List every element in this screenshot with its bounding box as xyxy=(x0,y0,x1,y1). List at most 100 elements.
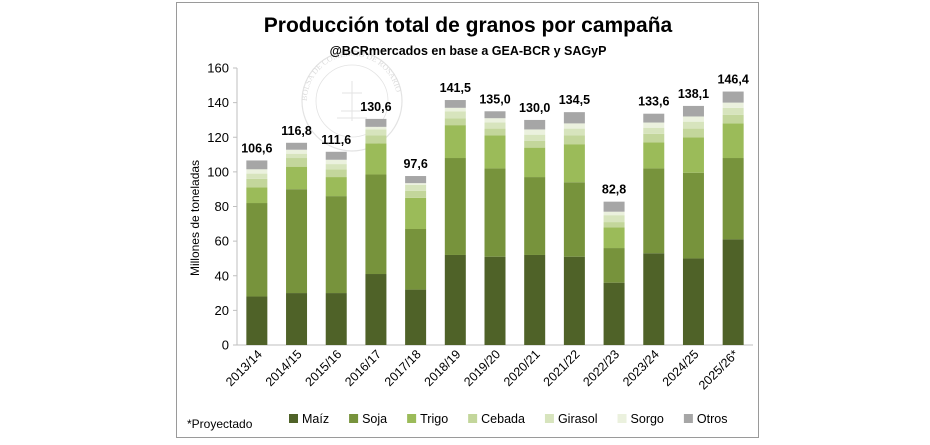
bar-segment-sorgo xyxy=(682,116,704,122)
x-tick-label: 2021/22 xyxy=(541,347,583,389)
bar-segment-soja xyxy=(524,177,546,255)
x-tick-label: 2016/17 xyxy=(342,347,384,389)
bar-segment-cebada xyxy=(563,135,585,145)
bar-segment-soja xyxy=(484,168,506,257)
legend-label: Trigo xyxy=(420,412,448,426)
legend-label: Soja xyxy=(362,412,387,426)
total-label: 97,6 xyxy=(403,157,427,171)
bar-segment-sorgo xyxy=(722,102,744,108)
bar-segment-girasol xyxy=(246,173,268,179)
bar-segment-trigo xyxy=(722,123,744,159)
bar-segment-trigo xyxy=(563,144,585,183)
y-tick-label: 0 xyxy=(222,338,229,353)
bar-segment-cebada xyxy=(405,190,427,198)
bar-segment-soja xyxy=(286,189,308,294)
total-label: 141,5 xyxy=(440,81,471,95)
bar-segment-soja xyxy=(365,174,387,275)
bar-segment-sorgo xyxy=(325,159,347,165)
y-axis-label: Millones de toneladas xyxy=(188,160,202,276)
bar-segment-otros xyxy=(444,100,466,108)
y-tick-label: 140 xyxy=(207,95,229,110)
bar-segment-sorgo xyxy=(405,183,427,185)
bar-segment-cebada xyxy=(603,222,625,228)
bar-segment-girasol xyxy=(325,164,347,170)
legend-label: Girasol xyxy=(558,412,598,426)
bar-segment-girasol xyxy=(682,121,704,129)
bar-segment-sorgo xyxy=(603,211,625,216)
legend-swatch xyxy=(617,414,627,423)
total-label: 111,6 xyxy=(321,133,351,147)
x-tick-label: 2017/18 xyxy=(382,347,424,389)
bar-segment-girasol xyxy=(444,111,466,119)
total-label: 130,6 xyxy=(360,100,391,114)
total-labels-group: 106,6 116,8 111,6 130,6 97,6 141,5 135,0 130,0 1… xyxy=(241,73,749,197)
bar-segment-trigo xyxy=(484,135,506,169)
bar-segment-cebada xyxy=(286,158,308,167)
bar-segment-trigo xyxy=(286,166,308,190)
bars-group xyxy=(246,91,744,345)
x-tick-label: 2013/14 xyxy=(223,347,265,389)
bar-segment-maz xyxy=(246,296,268,345)
bar-segment-soja xyxy=(325,196,347,294)
bar-segment-maz xyxy=(405,289,427,345)
x-tick-label: 2023/24 xyxy=(620,347,662,389)
legend: Maíz Soja Trigo Cebada Girasol Sorgo Otros xyxy=(289,412,727,426)
legend-swatch xyxy=(544,414,554,423)
bar-segment-maz xyxy=(563,256,585,345)
bar-segment-maz xyxy=(682,258,704,345)
bar-segment-trigo xyxy=(682,137,704,173)
total-label: 146,4 xyxy=(718,73,749,87)
x-axis: 2013/142014/152015/162016/172017/182018/… xyxy=(223,347,741,392)
y-tick-label: 80 xyxy=(215,199,229,214)
total-label: 138,1 xyxy=(678,87,709,101)
legend-label: Maíz xyxy=(302,412,329,426)
x-tick-label: 2015/16 xyxy=(303,347,345,389)
bar-segment-cebada xyxy=(722,114,744,124)
bar-segment-maz xyxy=(365,274,387,345)
y-tick-label: 60 xyxy=(215,234,229,249)
x-tick-label: 2022/23 xyxy=(580,347,622,389)
bar-segment-soja xyxy=(682,172,704,259)
legend-swatch xyxy=(407,414,417,423)
bar-segment-girasol xyxy=(722,107,744,115)
chart-title: Producción total de granos por campaña xyxy=(264,14,673,37)
bar-segment-soja xyxy=(563,182,585,257)
bar-segment-maz xyxy=(444,254,466,345)
x-tick-label: 2025/26* xyxy=(696,347,741,392)
bar-segment-cebada xyxy=(524,140,546,148)
bar-segment-soja xyxy=(246,203,268,297)
total-label: 116,8 xyxy=(281,124,312,138)
legend-label: Otros xyxy=(697,412,728,426)
bar-segment-sorgo xyxy=(444,107,466,112)
chart-frame: BOLSA DE COMERCIO DE ROSARIO Producción … xyxy=(176,2,759,438)
bar-segment-trigo xyxy=(603,227,625,249)
bar-segment-cebada xyxy=(643,133,665,143)
y-tick-label: 20 xyxy=(215,303,229,318)
bar-segment-otros xyxy=(722,91,744,103)
x-tick-label: 2014/15 xyxy=(263,347,305,389)
bar-segment-cebada xyxy=(246,178,268,188)
bar-segment-otros xyxy=(484,111,506,119)
bar-segment-otros xyxy=(365,118,387,127)
bar-segment-maz xyxy=(722,239,744,345)
bar-segment-soja xyxy=(603,248,625,283)
total-label: 135,0 xyxy=(479,92,510,106)
y-tick-label: 120 xyxy=(207,130,229,145)
y-axis: 0 20 40 60 80 100 120 140 160 xyxy=(207,61,753,353)
total-label: 106,6 xyxy=(241,141,272,155)
bar-segment-otros xyxy=(246,160,268,170)
chart-subtitle: @BCRmercados en base a GEA-BCR y SAGyP xyxy=(330,44,607,58)
total-label: 133,6 xyxy=(638,95,669,109)
bar-segment-girasol xyxy=(286,153,308,159)
y-tick-label: 40 xyxy=(215,268,229,283)
bar-segment-maz xyxy=(524,254,546,345)
bar-segment-otros xyxy=(643,113,665,123)
x-tick-label: 2019/20 xyxy=(461,347,503,389)
legend-swatch xyxy=(683,414,693,423)
bar-segment-soja xyxy=(405,229,427,290)
bar-segment-trigo xyxy=(643,142,665,169)
bar-segment-cebada xyxy=(325,169,347,178)
bar-segment-girasol xyxy=(643,127,665,134)
bar-segment-girasol xyxy=(405,184,427,191)
total-label: 82,8 xyxy=(602,183,626,197)
